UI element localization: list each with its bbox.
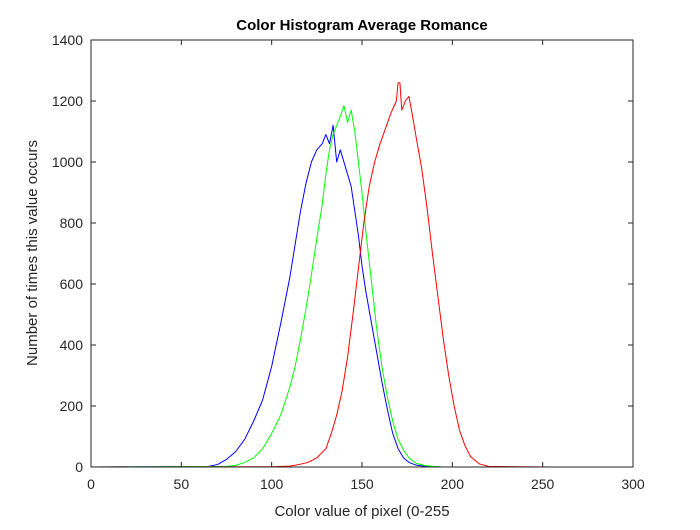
y-tick-label: 1000 bbox=[52, 154, 83, 170]
x-tick-label: 200 bbox=[441, 476, 465, 492]
y-tick-label: 1400 bbox=[52, 32, 83, 48]
y-tick-label: 1200 bbox=[52, 93, 83, 109]
x-tick-label: 100 bbox=[260, 476, 284, 492]
y-axis-label: Number of times this value occurs bbox=[24, 140, 41, 366]
y-tick-label: 800 bbox=[60, 215, 84, 231]
y-tick-label: 600 bbox=[60, 276, 84, 292]
y-tick-label: 0 bbox=[75, 459, 83, 475]
x-tick-label: 150 bbox=[350, 476, 374, 492]
x-tick-label: 300 bbox=[621, 476, 645, 492]
x-tick-label: 50 bbox=[174, 476, 190, 492]
chart-title: Color Histogram Average Romance bbox=[236, 17, 487, 34]
blue-channel-line bbox=[90, 124, 552, 468]
plot-area bbox=[91, 40, 633, 467]
red-channel-line bbox=[90, 82, 552, 468]
tick-layer: 0 50 100 150 200 250 300 0 200 400 600 800 1000 1200 1… bbox=[52, 32, 645, 492]
x-axis-label: Color value of pixel (0-255 bbox=[274, 503, 449, 520]
green-channel-line bbox=[90, 105, 552, 468]
plot-frame bbox=[90, 39, 634, 468]
series-layer bbox=[90, 82, 552, 468]
x-tick-label: 0 bbox=[87, 476, 95, 492]
x-tick-label: 250 bbox=[531, 476, 555, 492]
y-tick-label: 400 bbox=[60, 337, 84, 353]
y-tick-label: 200 bbox=[60, 398, 84, 414]
